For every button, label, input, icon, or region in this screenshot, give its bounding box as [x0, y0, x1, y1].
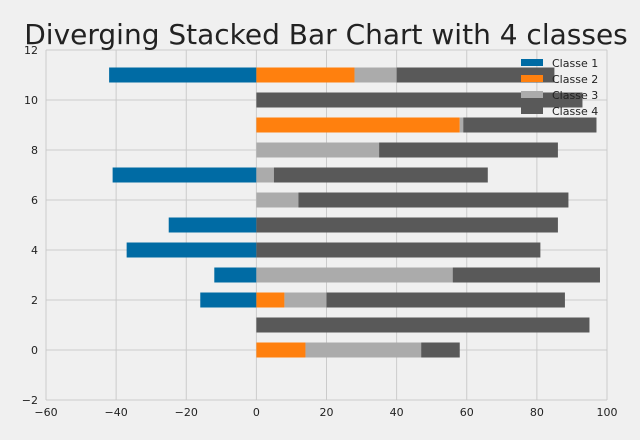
legend-swatch — [521, 91, 543, 98]
bar-segment-3 — [256, 267, 453, 283]
bar-segment-4 — [273, 167, 488, 183]
bar-segment-4 — [256, 217, 558, 233]
bar-segment-3 — [284, 292, 327, 308]
legend-label: Classe 1 — [552, 57, 598, 70]
legend-label: Classe 3 — [552, 89, 598, 102]
legend-label: Classe 4 — [552, 105, 598, 118]
chart-title: Diverging Stacked Bar Chart with 4 class… — [24, 18, 628, 51]
bar-segment-2 — [256, 342, 306, 358]
x-tick-label: −40 — [105, 406, 128, 419]
bar-segment-2 — [256, 117, 460, 133]
bar-segment-4 — [396, 67, 555, 83]
bar-segment-1 — [126, 242, 257, 258]
y-tick-label: 2 — [31, 294, 38, 307]
y-tick-label: 8 — [31, 144, 38, 157]
bar-segment-4 — [421, 342, 460, 358]
bar-segment-3 — [459, 117, 464, 133]
x-axis-ticks: −60 −40 −20 0 20 40 60 80 100 — [34, 406, 617, 419]
x-tick-label: 40 — [390, 406, 404, 419]
legend-label: Classe 2 — [552, 73, 598, 86]
bar-segment-1 — [200, 292, 257, 308]
bar-segment-3 — [305, 342, 422, 358]
bar-segment-1 — [112, 167, 257, 183]
y-tick-label: −2 — [22, 394, 38, 407]
bar-segment-3 — [256, 192, 299, 208]
bar-segment-4 — [463, 117, 597, 133]
y-axis-ticks: −2 0 2 4 6 8 10 12 — [22, 44, 38, 407]
bar-segment-4 — [326, 292, 565, 308]
bar-segment-3 — [256, 167, 274, 183]
y-tick-label: 4 — [31, 244, 38, 257]
bar-segment-2 — [256, 292, 285, 308]
x-tick-label: −60 — [34, 406, 57, 419]
bar-segment-1 — [214, 267, 257, 283]
bar-segment-3 — [256, 142, 380, 158]
bar-segment-1 — [109, 67, 257, 83]
bar-segment-4 — [256, 317, 590, 333]
y-tick-label: 6 — [31, 194, 38, 207]
x-tick-label: 60 — [460, 406, 474, 419]
bar-segment-4 — [298, 192, 569, 208]
y-tick-label: 12 — [24, 44, 38, 57]
legend-swatch — [521, 107, 543, 114]
bar-segment-4 — [256, 242, 541, 258]
x-tick-label: −20 — [175, 406, 198, 419]
bar-segment-2 — [256, 67, 355, 83]
y-tick-label: 10 — [24, 94, 38, 107]
y-tick-label: 0 — [31, 344, 38, 357]
bar-segment-1 — [168, 217, 257, 233]
x-tick-label: 0 — [253, 406, 260, 419]
legend-swatch — [521, 59, 543, 66]
bar-segment-4 — [379, 142, 558, 158]
legend: Classe 1 Classe 2 Classe 3 Classe 4 — [521, 57, 598, 118]
x-tick-label: 20 — [320, 406, 334, 419]
x-tick-label: 80 — [530, 406, 544, 419]
x-tick-label: 100 — [597, 406, 618, 419]
legend-swatch — [521, 75, 543, 82]
bar-segment-4 — [452, 267, 600, 283]
bars — [109, 67, 600, 358]
bar-segment-4 — [256, 92, 583, 108]
bar-segment-3 — [354, 67, 397, 83]
